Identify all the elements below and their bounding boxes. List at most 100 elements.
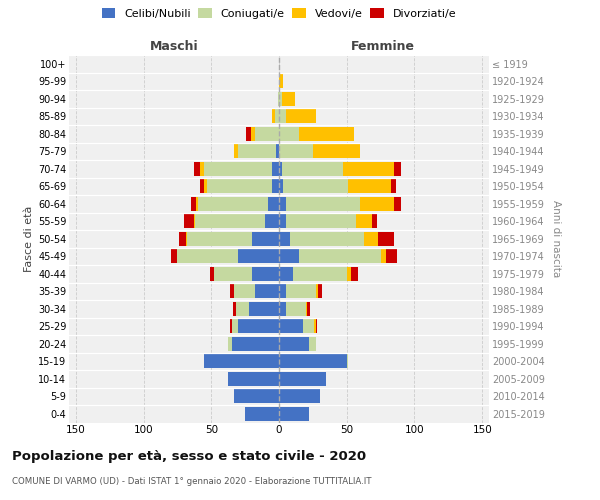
- Bar: [347, 354, 348, 368]
- Bar: [184, 214, 194, 228]
- Bar: [200, 179, 205, 194]
- Bar: [316, 284, 318, 298]
- Bar: [394, 162, 401, 176]
- Bar: [254, 284, 279, 298]
- Bar: [238, 319, 279, 334]
- Bar: [234, 389, 279, 404]
- Bar: [347, 266, 351, 281]
- Bar: [279, 144, 313, 158]
- Bar: [236, 302, 249, 316]
- Bar: [290, 232, 364, 246]
- Bar: [286, 109, 316, 124]
- Text: Femmine: Femmine: [352, 40, 415, 53]
- Bar: [276, 144, 279, 158]
- Bar: [279, 336, 309, 351]
- Bar: [198, 196, 268, 211]
- Bar: [286, 302, 306, 316]
- Bar: [380, 249, 386, 264]
- Bar: [194, 162, 200, 176]
- Bar: [279, 179, 283, 194]
- Bar: [205, 162, 272, 176]
- Bar: [279, 319, 304, 334]
- Bar: [348, 179, 391, 194]
- Bar: [187, 232, 252, 246]
- Bar: [185, 232, 187, 246]
- Bar: [309, 336, 316, 351]
- Bar: [279, 126, 299, 141]
- Bar: [282, 162, 343, 176]
- Bar: [343, 162, 394, 176]
- Bar: [279, 214, 286, 228]
- Bar: [205, 179, 207, 194]
- Text: Popolazione per età, sesso e stato civile - 2020: Popolazione per età, sesso e stato civil…: [12, 450, 366, 463]
- Bar: [394, 196, 401, 211]
- Bar: [279, 232, 290, 246]
- Text: COMUNE DI VARMO (UD) - Dati ISTAT 1° gennaio 2020 - Elaborazione TUTTITALIA.IT: COMUNE DI VARMO (UD) - Dati ISTAT 1° gen…: [12, 478, 371, 486]
- Bar: [279, 109, 286, 124]
- Bar: [378, 232, 394, 246]
- Bar: [307, 302, 310, 316]
- Bar: [279, 162, 282, 176]
- Bar: [373, 214, 377, 228]
- Bar: [232, 319, 238, 334]
- Bar: [279, 372, 326, 386]
- Bar: [386, 249, 397, 264]
- Bar: [234, 144, 238, 158]
- Bar: [314, 319, 316, 334]
- Bar: [391, 179, 395, 194]
- Bar: [318, 284, 322, 298]
- Bar: [283, 179, 348, 194]
- Bar: [286, 214, 356, 228]
- Bar: [279, 266, 293, 281]
- Bar: [268, 196, 279, 211]
- Bar: [265, 214, 279, 228]
- Bar: [238, 144, 276, 158]
- Bar: [286, 284, 316, 298]
- Bar: [247, 126, 251, 141]
- Bar: [313, 144, 360, 158]
- Bar: [279, 74, 283, 88]
- Bar: [196, 196, 198, 211]
- Bar: [351, 266, 358, 281]
- Bar: [245, 406, 279, 421]
- Bar: [191, 196, 196, 211]
- Bar: [279, 92, 282, 106]
- Bar: [214, 266, 252, 281]
- Bar: [205, 354, 279, 368]
- Bar: [275, 109, 279, 124]
- Bar: [279, 354, 347, 368]
- Bar: [279, 196, 286, 211]
- Bar: [254, 126, 279, 141]
- Bar: [227, 336, 232, 351]
- Bar: [293, 266, 347, 281]
- Bar: [282, 92, 295, 106]
- Bar: [252, 232, 279, 246]
- Bar: [356, 214, 373, 228]
- Bar: [304, 319, 314, 334]
- Bar: [233, 302, 236, 316]
- Bar: [194, 214, 195, 228]
- Bar: [249, 302, 279, 316]
- Bar: [272, 162, 279, 176]
- Bar: [230, 284, 234, 298]
- Bar: [179, 232, 185, 246]
- Bar: [234, 284, 254, 298]
- Bar: [286, 196, 360, 211]
- Y-axis label: Anni di nascita: Anni di nascita: [551, 200, 562, 278]
- Bar: [272, 109, 275, 124]
- Bar: [279, 389, 320, 404]
- Bar: [210, 266, 214, 281]
- Bar: [227, 372, 279, 386]
- Bar: [279, 284, 286, 298]
- Bar: [200, 162, 205, 176]
- Bar: [316, 319, 317, 334]
- Bar: [364, 232, 378, 246]
- Bar: [252, 266, 279, 281]
- Y-axis label: Fasce di età: Fasce di età: [23, 206, 34, 272]
- Legend: Celibi/Nubili, Coniugati/e, Vedovi/e, Divorziati/e: Celibi/Nubili, Coniugati/e, Vedovi/e, Di…: [100, 6, 458, 21]
- Bar: [279, 249, 299, 264]
- Bar: [195, 214, 265, 228]
- Bar: [232, 336, 279, 351]
- Text: Maschi: Maschi: [151, 40, 199, 53]
- Bar: [299, 126, 353, 141]
